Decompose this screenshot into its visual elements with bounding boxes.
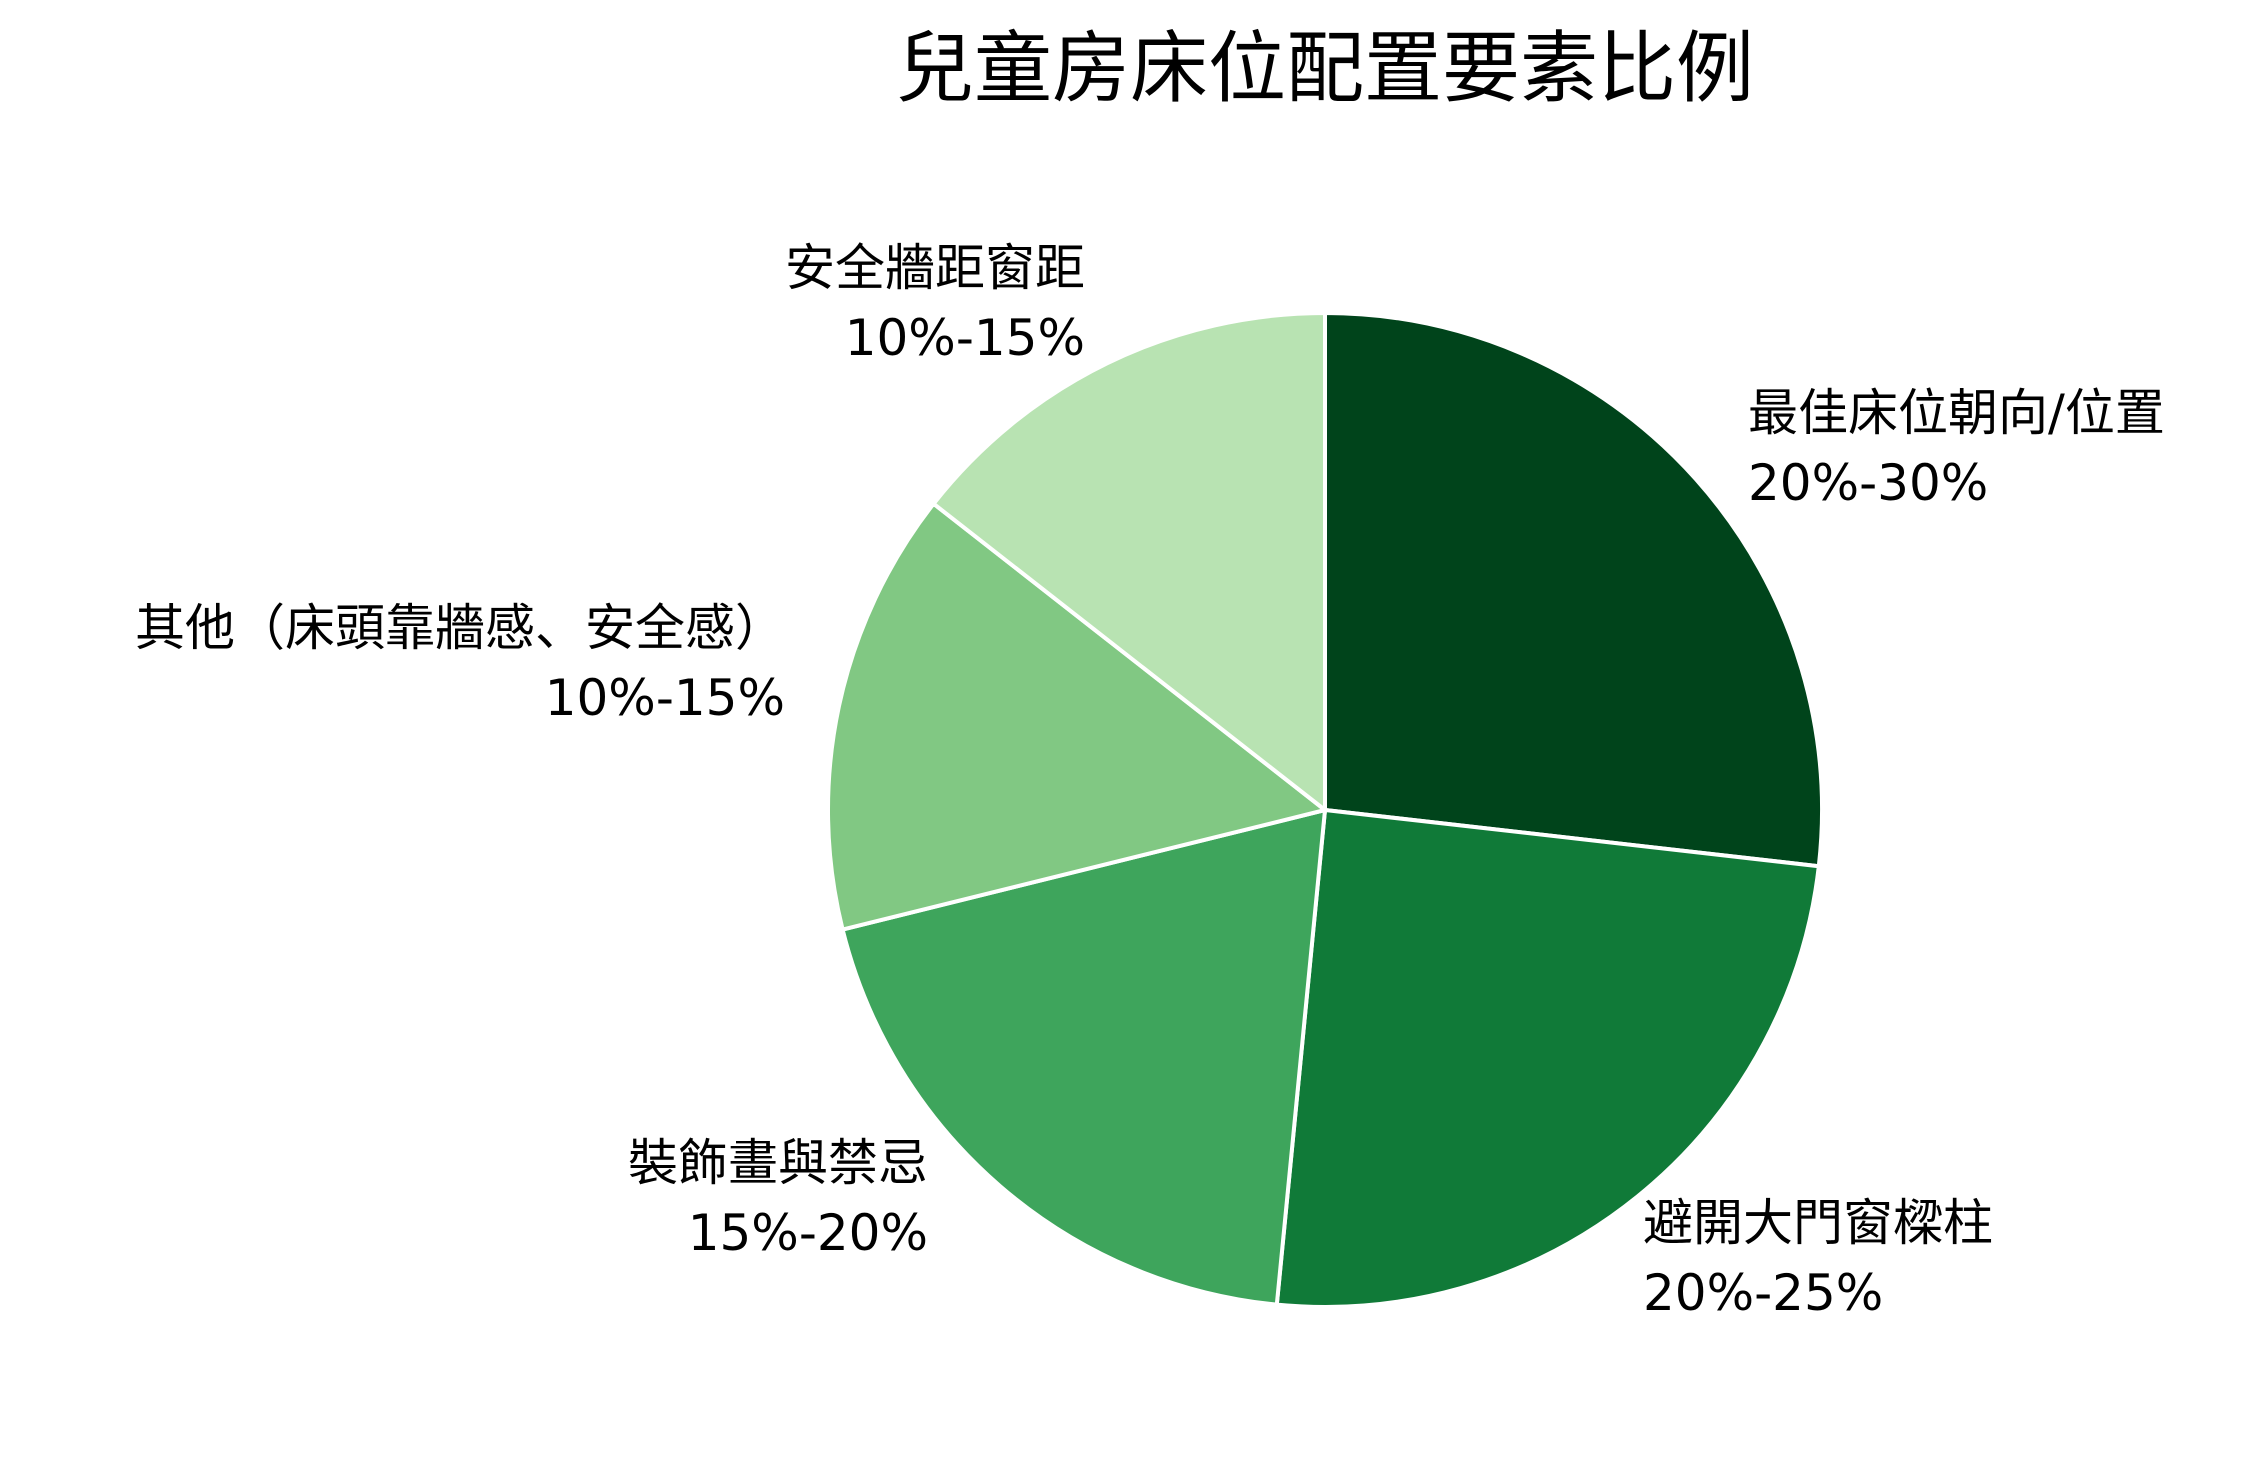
pie-slices: [826, 311, 1824, 1309]
slice-name-label: 最佳床位朝向/位置: [1748, 384, 2165, 442]
slice-range-label: 20%-25%: [1643, 1264, 1883, 1322]
pie-slice: [1274, 808, 1821, 1309]
slice-range-label: 10%-15%: [545, 669, 785, 727]
slice-labels: 最佳床位朝向/位置 20%-30% 避開大門窗樑柱 20%-25% 裝飾畫與禁忌 15%-…: [135, 239, 2165, 1322]
slice-name-label: 其他（床頭靠牆感、安全感）: [135, 599, 785, 657]
pie-slice: [826, 501, 1327, 932]
pie-slice: [840, 808, 1327, 1307]
slice-name-label: 避開大門窗樑柱: [1643, 1194, 1993, 1252]
slice-range-label: 20%-30%: [1748, 454, 1988, 512]
slice-range-label: 15%-20%: [688, 1204, 928, 1262]
slice-range-label: 10%-15%: [845, 309, 1085, 367]
pie-slice: [931, 311, 1327, 812]
slice-name-label: 安全牆距窗距: [785, 239, 1085, 297]
slice-name-label: 裝飾畫與禁忌: [628, 1134, 928, 1192]
pie-slice: [1323, 311, 1824, 869]
chart-title: 兒童房床位配置要素比例: [896, 24, 1754, 114]
